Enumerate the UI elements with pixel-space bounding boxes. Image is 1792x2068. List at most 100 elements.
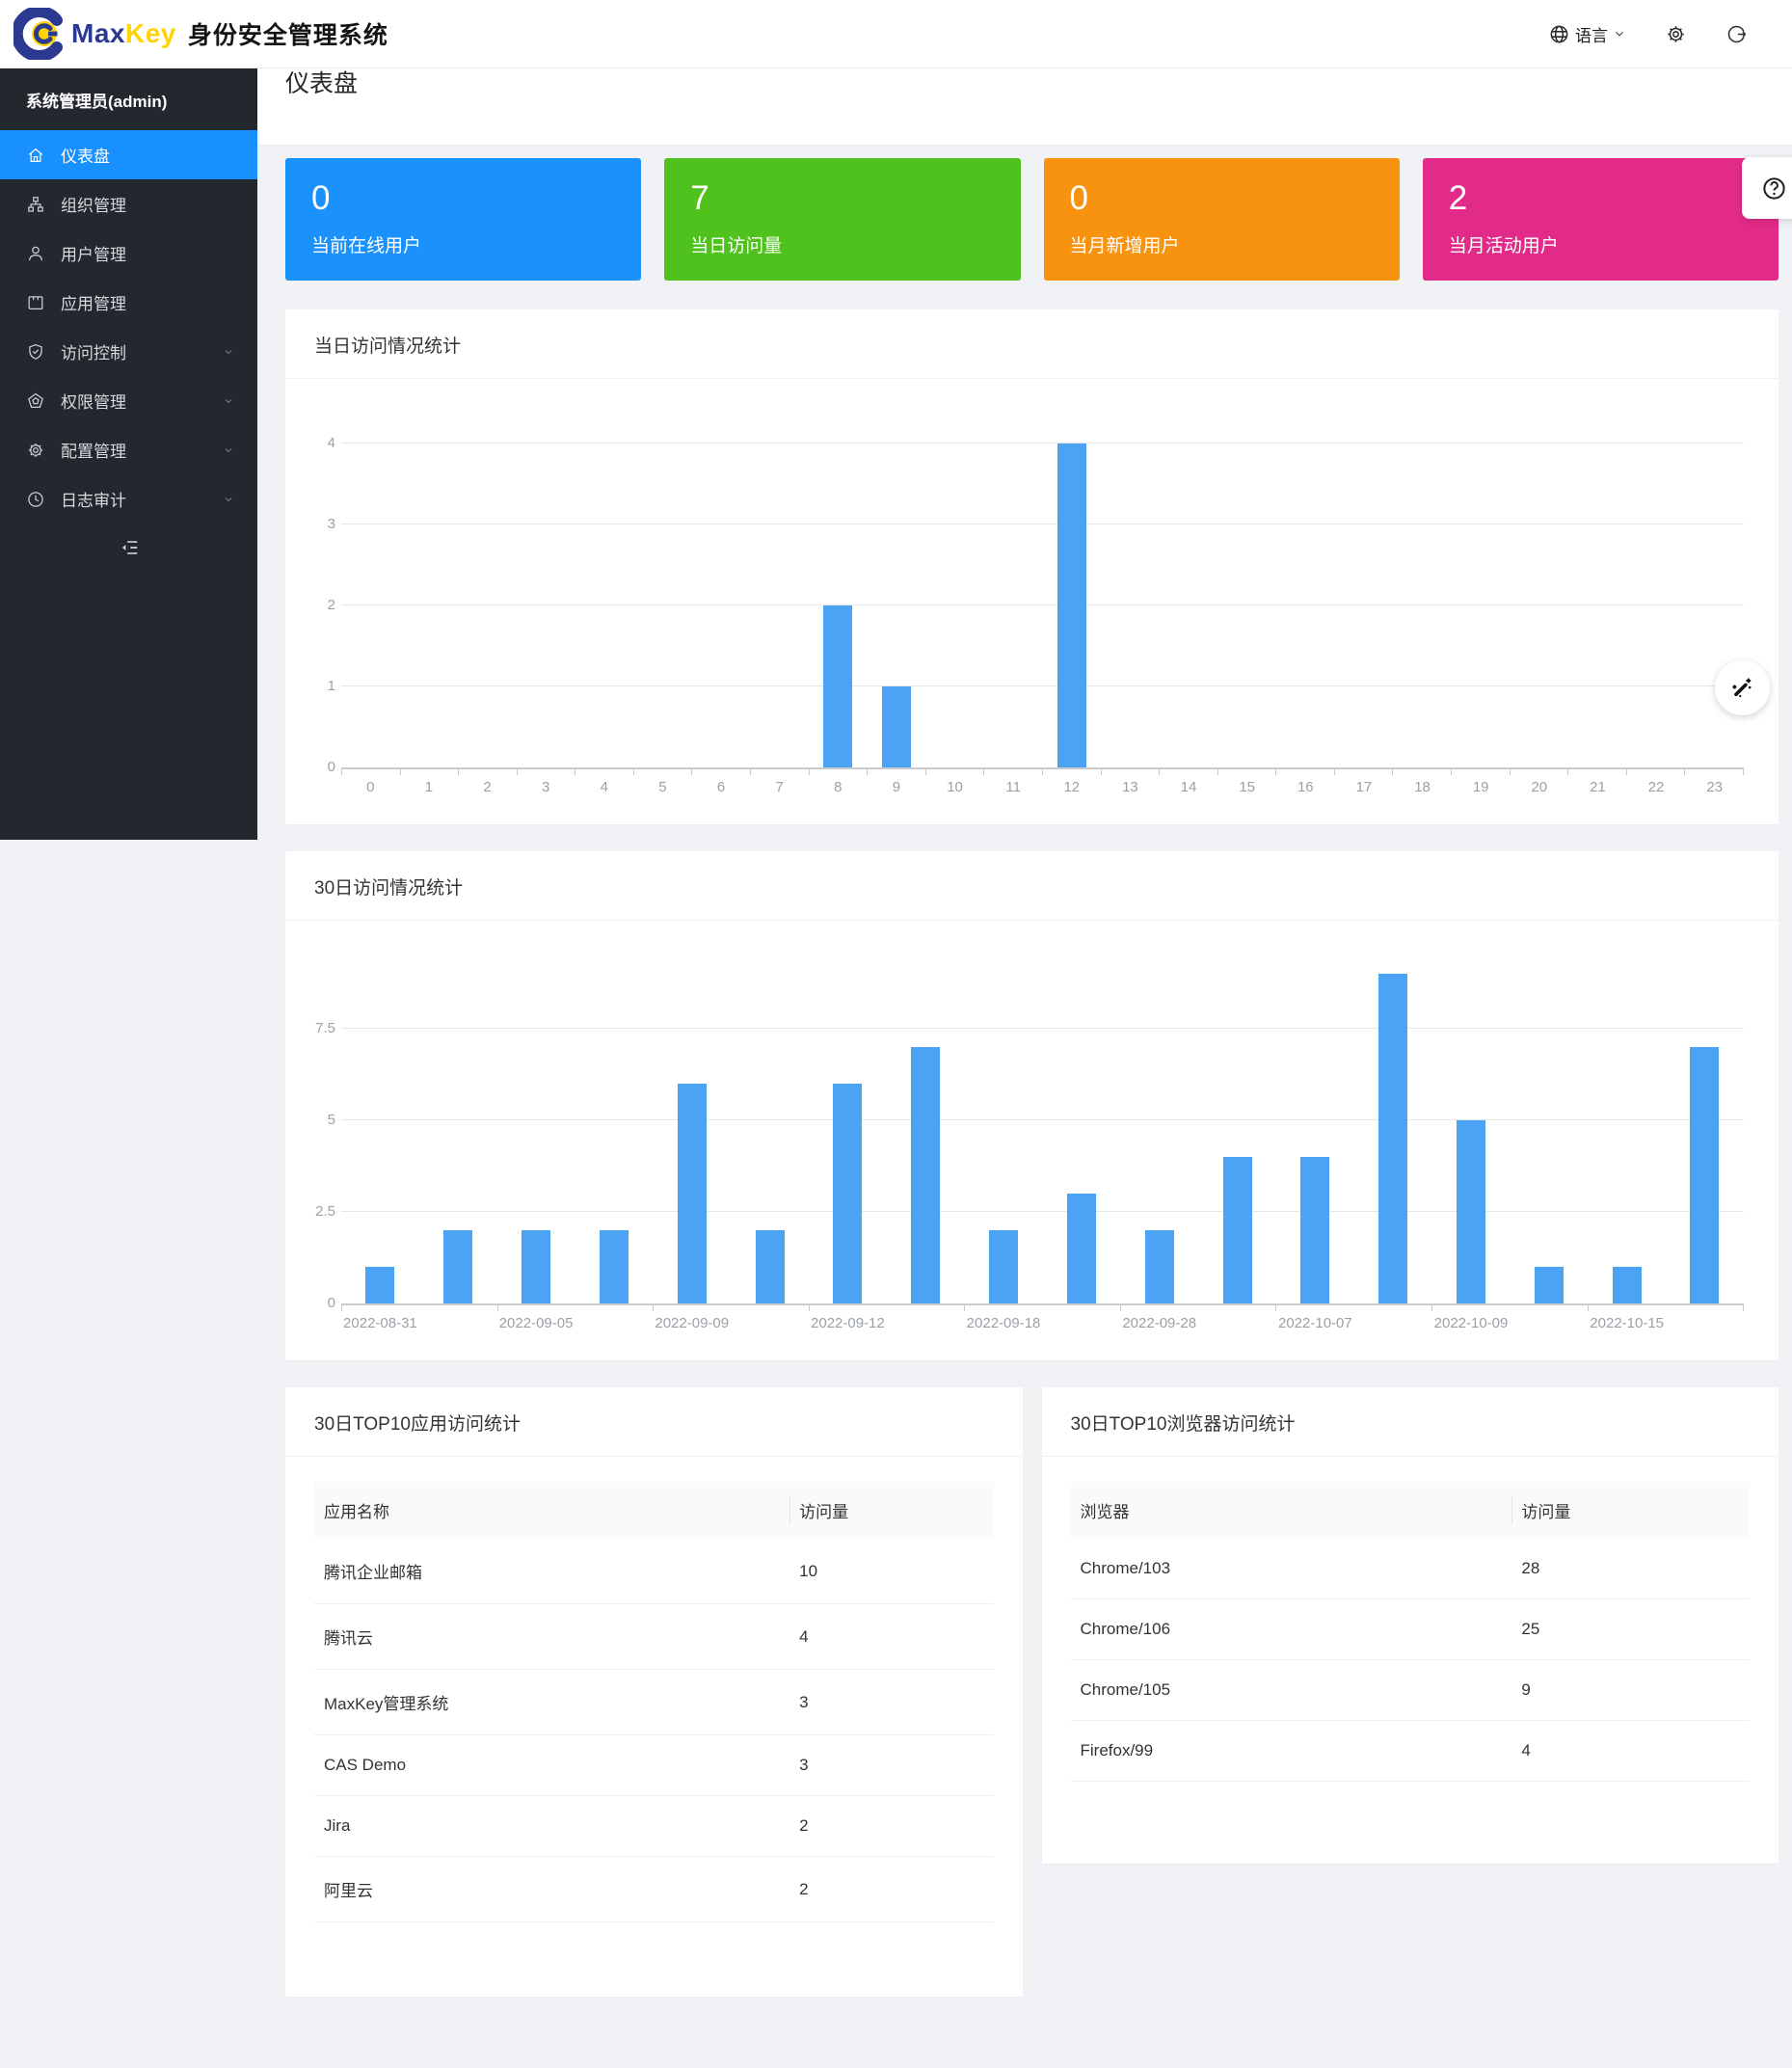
chart-column xyxy=(653,921,731,1303)
table-row: 腾讯企业邮箱 10 xyxy=(314,1539,994,1604)
chart-bar xyxy=(1066,1194,1096,1303)
sidebar-item-organizations[interactable]: 组织管理 xyxy=(0,179,257,228)
config-gear-icon xyxy=(28,443,43,457)
sidebar-item-users[interactable]: 用户管理 xyxy=(0,228,257,278)
x-axis-tick xyxy=(1276,769,1335,775)
magic-tool-button[interactable] xyxy=(1715,660,1770,715)
chevron-down-icon xyxy=(225,447,232,452)
stat-card-value: 7 xyxy=(690,179,709,217)
chart-bar xyxy=(911,1047,941,1303)
x-axis-tick-label: 3 xyxy=(542,779,550,795)
stat-card-value: 2 xyxy=(1448,179,1468,217)
table-cell: Chrome/105 xyxy=(1070,1659,1512,1721)
help-button[interactable] xyxy=(1742,157,1792,219)
chart-bar xyxy=(1534,1267,1564,1303)
x-axis-tick xyxy=(1627,769,1686,775)
x-axis-tick xyxy=(1432,1305,1589,1311)
table-body: Chrome/103 28 Chrome/106 25 Chrome/105 9 Firef… xyxy=(1070,1539,1750,1782)
chart-column xyxy=(341,379,400,767)
sidebar-collapse-button[interactable] xyxy=(119,537,140,561)
tables-row: 30日TOP10应用访问统计 应用名称 访问量 腾讯企业邮箱 10 腾讯云 4 MaxKe… xyxy=(285,1387,1779,1997)
chart-gridline xyxy=(341,685,1744,686)
app-icon xyxy=(28,295,43,309)
x-axis-tick-label: 2022-10-07 xyxy=(1277,1315,1352,1331)
chart-column xyxy=(731,921,809,1303)
x-axis-tick xyxy=(1160,769,1218,775)
maxkey-logo-icon xyxy=(13,8,63,60)
sidebar-item-dashboard[interactable]: 仪表盘 xyxy=(0,130,257,179)
table-row: Chrome/106 25 xyxy=(1070,1598,1750,1660)
chart-bars xyxy=(341,921,1744,1303)
x-axis-tick xyxy=(634,769,693,775)
y-axis-tick-label: 5 xyxy=(327,1112,335,1128)
chart-gridline xyxy=(341,604,1744,605)
apps-table: 应用名称 访问量 腾讯企业邮箱 10 腾讯云 4 MaxKey管理系统 3 CAS Demo 3… xyxy=(314,1482,994,1922)
sidebar-item-permissions[interactable]: 权限管理 xyxy=(0,376,257,425)
chart-column xyxy=(1452,379,1511,767)
column-header: 浏览器 xyxy=(1080,1503,1130,1521)
stat-card-label: 当日访问量 xyxy=(690,236,783,256)
main-area: home / 仪表盘 仪表盘 0当前在线用户7当日访问量0当月新增用户2当月活动… xyxy=(257,0,1792,1997)
brand: MaxKey 身份安全管理系统 xyxy=(13,8,388,60)
chart-column xyxy=(984,379,1043,767)
chart-column xyxy=(1627,379,1686,767)
sidebar-user-label: 系统管理员(admin) xyxy=(26,92,168,111)
chart-bar xyxy=(1612,1267,1642,1303)
chart-column xyxy=(1335,379,1394,767)
chart-column xyxy=(633,379,692,767)
logout-button[interactable] xyxy=(1725,23,1748,45)
stat-card-value: 0 xyxy=(1069,179,1088,217)
chart-panel-30day: 30日访问情况统计 0 2.5 5 7.5 2022-08-31 2022-09-05 20… xyxy=(285,851,1779,1360)
chart-panel-daily: 当日访问情况统计 0 1 2 3 4 0 1 2 3 4 5 6 7 8 9 10 11 12 13 14 15 16 17… xyxy=(285,309,1779,824)
x-axis-tick xyxy=(341,769,401,775)
x-axis-tick-label: 19 xyxy=(1472,779,1489,795)
x-axis-tick-label: 18 xyxy=(1414,779,1431,795)
table-row: Firefox/99 4 xyxy=(1070,1720,1750,1782)
chart-bar xyxy=(755,1230,785,1303)
browsers-table: 浏览器 访问量 Chrome/103 28 Chrome/106 25 Chrome/10… xyxy=(1070,1482,1750,1782)
sidebar-item-audit-log[interactable]: 日志审计 xyxy=(0,474,257,524)
chevron-down-icon xyxy=(225,398,232,403)
x-axis-tick xyxy=(459,769,518,775)
chart-column xyxy=(1101,379,1160,767)
x-axis-tick-label xyxy=(1666,1315,1744,1331)
table-header-row: 应用名称 访问量 xyxy=(314,1482,994,1539)
y-axis-tick-label: 1 xyxy=(327,678,335,694)
chart-column xyxy=(517,379,575,767)
chart-column xyxy=(925,379,984,767)
x-axis-tick-label: 2022-10-15 xyxy=(1590,1315,1665,1331)
chart-column xyxy=(1510,921,1588,1303)
table-cell: 28 xyxy=(1511,1539,1750,1599)
chart-bar xyxy=(677,1084,707,1303)
table-cell: 腾讯云 xyxy=(314,1603,790,1670)
chart-column xyxy=(809,379,868,767)
y-axis-tick-label: 3 xyxy=(327,516,335,532)
x-axis-tick xyxy=(1685,769,1744,775)
table-cell: 2 xyxy=(789,1856,994,1922)
chart-column xyxy=(1120,921,1198,1303)
settings-button[interactable] xyxy=(1665,23,1687,45)
monthly-chart-title: 30日访问情况统计 xyxy=(285,851,1779,921)
x-axis-tick xyxy=(751,769,810,775)
chart-column xyxy=(1042,921,1120,1303)
table-cell: 4 xyxy=(1511,1720,1750,1782)
x-axis-tick xyxy=(498,1305,655,1311)
x-axis-tick-label: 23 xyxy=(1706,779,1724,795)
x-axis-ticks xyxy=(341,1305,1745,1311)
sidebar-item-configuration[interactable]: 配置管理 xyxy=(0,425,257,474)
table-row: 腾讯云 4 xyxy=(314,1603,994,1670)
chart-column xyxy=(1511,379,1569,767)
chart-column xyxy=(965,921,1043,1303)
chart-bar xyxy=(823,605,853,767)
x-axis-tick-label: 2022-09-18 xyxy=(966,1315,1041,1331)
x-axis-tick-label xyxy=(887,1315,965,1331)
globe-icon xyxy=(1550,25,1568,42)
table-cell: 3 xyxy=(789,1669,994,1735)
sidebar-item-applications[interactable]: 应用管理 xyxy=(0,278,257,327)
language-switcher[interactable]: 语言 xyxy=(1548,22,1626,46)
chart-plot-area: 0 1 2 3 4 xyxy=(328,379,1744,775)
y-axis-tick-label: 0 xyxy=(327,1295,335,1311)
sidebar-item-access-control[interactable]: 访问控制 xyxy=(0,327,257,376)
x-axis-tick xyxy=(1589,1305,1745,1311)
